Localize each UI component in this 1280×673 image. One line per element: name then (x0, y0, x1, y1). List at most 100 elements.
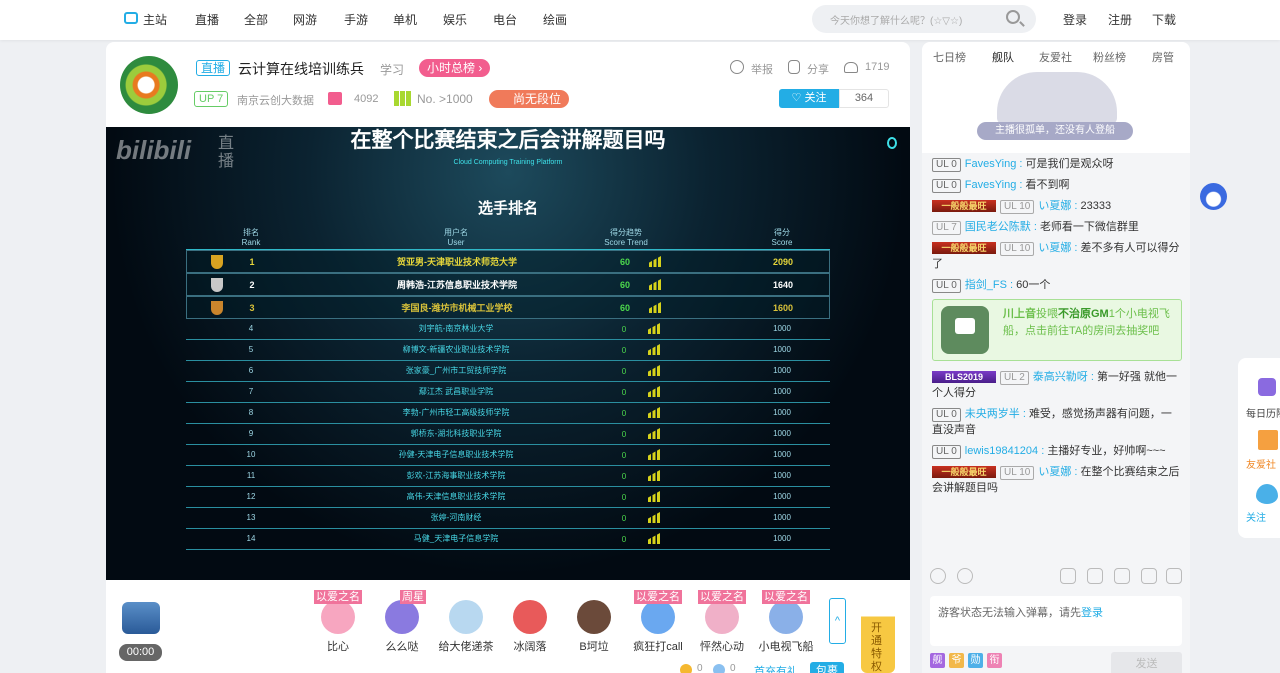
gift-item[interactable]: 以爱之名 比心 (308, 590, 368, 654)
daily-adventure-icon[interactable] (1258, 378, 1276, 396)
share-icon[interactable] (788, 60, 800, 74)
notice-user[interactable]: 川上音 (1003, 308, 1036, 320)
badge-title[interactable]: 衔 (987, 653, 1002, 668)
user-avatar[interactable] (1200, 183, 1227, 210)
treasure-chest-icon[interactable] (122, 602, 160, 634)
privilege-button[interactable]: 开通特权 (861, 592, 895, 673)
badge-medal[interactable]: 勋 (968, 653, 983, 668)
nav-home[interactable]: 主站 (143, 13, 168, 27)
row-user: 郭桥东-湖北科技职业学院 (410, 429, 502, 438)
message-username[interactable]: lewis19841204 (964, 445, 1039, 457)
trend-chart-icon[interactable] (648, 470, 660, 481)
room-category[interactable]: 学习 (380, 63, 405, 77)
tab-fans[interactable]: 粉丝榜 (1093, 52, 1126, 64)
gift-item[interactable]: 给大佬递茶 (436, 594, 496, 654)
fan-medal[interactable]: BLS2019 (932, 371, 996, 384)
trend-chart-icon[interactable] (648, 533, 660, 544)
trend-chart-icon[interactable] (648, 344, 660, 355)
expand-gifts-button[interactable]: ^ (829, 598, 846, 644)
trend-chart-icon[interactable] (648, 512, 660, 523)
streamer-avatar[interactable] (120, 56, 178, 114)
tab-admins[interactable]: 房管 (1152, 52, 1174, 64)
share-button[interactable]: 分享 (807, 64, 829, 76)
message-username[interactable]: FavesYing (964, 179, 1017, 191)
club-link[interactable]: 友爱社 (1246, 460, 1276, 471)
trend-chart-icon[interactable] (648, 407, 660, 418)
fan-medal[interactable]: 一般般最旺 (932, 466, 996, 479)
badge-captain[interactable]: 舰 (930, 653, 945, 668)
top-nav: 主站 直播 全部 网游 手游 单机 娱乐 电台 绘画 今天你想了解什么呢？(☆▽… (0, 0, 1280, 40)
nav-single-player[interactable]: 单机 (393, 13, 418, 27)
nav-drawing[interactable]: 绘画 (543, 13, 568, 27)
clear-danmaku-icon[interactable] (1087, 568, 1103, 584)
hour-rank-button[interactable]: 小时总榜 › (419, 59, 491, 77)
nav-entertainment[interactable]: 娱乐 (443, 13, 468, 27)
search-input[interactable]: 今天你想了解什么呢？(☆▽☆) (812, 5, 1036, 33)
message-username[interactable]: 国民老公陈默 (964, 221, 1031, 233)
row-user: 贺亚男-天津职业技术师范大学 (397, 257, 517, 267)
gift-item[interactable]: 周星 么么哒 (372, 590, 432, 654)
star-settings-icon[interactable] (1060, 568, 1076, 584)
trend-chart-icon[interactable] (649, 256, 661, 267)
message-username[interactable]: 未央两岁半 (964, 408, 1020, 420)
gold-seed-count: 0 (697, 663, 703, 673)
report-button[interactable]: 举报 (751, 64, 773, 76)
download-link[interactable]: 下载 (1152, 13, 1177, 27)
nav-online-games[interactable]: 网游 (293, 13, 318, 27)
gift-item[interactable]: 冰阔落 (500, 594, 560, 654)
settings-icon[interactable] (1166, 568, 1182, 584)
emoji-icon[interactable] (930, 568, 946, 584)
message-username[interactable]: い夏娜 (1038, 466, 1072, 478)
tier-badge[interactable]: 尚无段位 (489, 90, 570, 108)
trend-chart-icon[interactable] (648, 428, 660, 439)
badge-lord[interactable]: 爷 (949, 653, 964, 668)
danmaku-input[interactable]: 游客状态无法输入弹幕，请先登录 (930, 596, 1182, 646)
login-link[interactable]: 登录 (1063, 13, 1088, 27)
message-username[interactable]: FavesYing (964, 158, 1017, 170)
trend-chart-icon[interactable] (648, 491, 660, 502)
gift-item[interactable]: 以爱之名 疯狂打call (628, 590, 688, 654)
gift-item[interactable]: 以爱之名 怦然心动 (692, 590, 752, 654)
trend-chart-icon[interactable] (648, 449, 660, 460)
tab-club[interactable]: 友爱社 (1039, 52, 1072, 64)
message-username[interactable]: 泰高兴勒呀 (1032, 371, 1088, 383)
register-link[interactable]: 注册 (1108, 13, 1133, 27)
nav-radio[interactable]: 电台 (493, 13, 518, 27)
fan-medal[interactable]: 一般般最旺 (932, 200, 996, 213)
club-castle-icon[interactable] (1258, 430, 1278, 450)
notice-target[interactable]: 不治原GM (1058, 308, 1109, 320)
nav-all[interactable]: 全部 (244, 13, 269, 27)
report-icon[interactable] (730, 60, 744, 74)
package-button[interactable]: 包裹 (810, 662, 844, 673)
heart-icon[interactable] (1256, 484, 1278, 504)
tab-guard[interactable]: 舰队 (992, 52, 1014, 64)
gift-item[interactable]: 以爱之名 小电视飞船 (756, 590, 816, 654)
trend-chart-icon[interactable] (649, 302, 661, 313)
gift-item[interactable]: B坷垃 (564, 594, 624, 654)
nav-mobile-games[interactable]: 手游 (344, 13, 369, 27)
fan-medal[interactable]: 一般般最旺 (932, 242, 996, 255)
send-button[interactable]: 发送 (1111, 652, 1182, 673)
tab-seven-day[interactable]: 七日榜 (933, 52, 966, 64)
message-username[interactable]: 指剑_FS (964, 279, 1007, 291)
palette-icon[interactable] (957, 568, 973, 584)
video-player[interactable]: bilibili 直播 在整个比赛结束之后会讲解题目吗 Cloud Comput… (106, 127, 910, 580)
daily-adventure-link[interactable]: 每日历险 (1246, 409, 1280, 420)
side-follow-link[interactable]: 关注 (1246, 513, 1266, 524)
settings-dot-icon[interactable] (887, 137, 897, 149)
message-username[interactable]: い夏娜 (1038, 200, 1072, 212)
trend-chart-icon[interactable] (649, 279, 661, 290)
nav-live[interactable]: 直播 (195, 13, 220, 27)
input-login-link[interactable]: 登录 (1081, 607, 1103, 619)
search-icon[interactable] (1006, 10, 1020, 24)
trend-chart-icon[interactable] (648, 323, 660, 334)
edit-icon[interactable] (1141, 568, 1157, 584)
first-charge-link[interactable]: 首充有礼 (754, 666, 798, 673)
raffle-notice[interactable]: 川上音投喂不治原GM1个小电视飞船，点击前往TA的房间去抽奖吧 (932, 299, 1182, 361)
trend-chart-icon[interactable] (648, 365, 660, 376)
follow-button[interactable]: ♡ 关注 (779, 89, 839, 108)
minimize-icon[interactable] (1114, 568, 1130, 584)
trend-chart-icon[interactable] (648, 386, 660, 397)
message-username[interactable]: い夏娜 (1038, 242, 1072, 254)
streamer-name[interactable]: 南京云创大数据 (237, 95, 314, 107)
